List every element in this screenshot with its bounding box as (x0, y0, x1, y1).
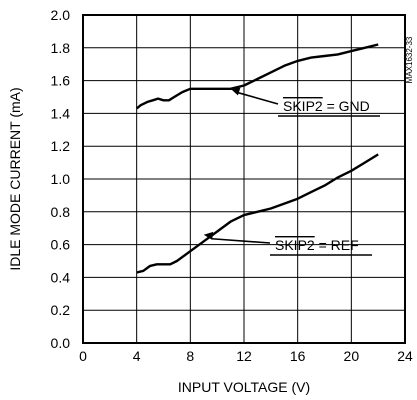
annotation-label: SKIP2 = REF (275, 237, 359, 253)
y-tick-label: 0.4 (51, 269, 71, 285)
x-tick-label: 4 (133, 348, 141, 364)
y-axis-label: IDLE MODE CURRENT (mA) (7, 87, 23, 270)
annotation-arrowhead (203, 231, 214, 240)
series-line-gnd (135, 43, 379, 110)
x-axis-label: INPUT VOLTAGE (V) (178, 379, 310, 395)
y-tick-label: 1.6 (51, 73, 71, 89)
x-tick-label: 24 (397, 348, 413, 364)
y-tick-label: 0.8 (51, 204, 71, 220)
y-tick-label: 1.4 (51, 105, 71, 121)
x-tick-label: 0 (79, 348, 87, 364)
y-tick-label: 0.0 (51, 335, 71, 351)
series-lines (135, 43, 379, 274)
series-line-ref (136, 153, 379, 274)
x-tick-label: 16 (290, 348, 306, 364)
annotation-leader (211, 237, 271, 244)
y-tick-label: 1.8 (51, 40, 71, 56)
y-tick-label: 2.0 (51, 7, 71, 23)
x-tick-label: 12 (236, 348, 252, 364)
y-tick-label: 1.0 (51, 171, 71, 187)
y-tick-label: 1.2 (51, 138, 71, 154)
annotation-label: SKIP2 = GND (283, 98, 370, 114)
x-axis-ticks: 0 4 8 12 16 20 24 (79, 348, 413, 364)
annotation-ref: SKIP2 = REF (203, 231, 372, 256)
grid-lines (83, 15, 405, 343)
y-tick-label: 0.2 (51, 302, 71, 318)
annotation-arrowhead (230, 87, 241, 96)
annotation-signal: SKIP2 (283, 98, 323, 114)
annotation-condition: = REF (315, 237, 359, 253)
annotation-gnd: SKIP2 = GND (230, 87, 380, 117)
annotation-leader (238, 92, 279, 105)
x-tick-label: 8 (186, 348, 194, 364)
annotation-signal: SKIP2 (275, 237, 315, 253)
y-tick-label: 0.6 (51, 237, 71, 253)
annotation-condition: = GND (323, 98, 370, 114)
x-tick-label: 20 (344, 348, 360, 364)
figure-code: MAX1632-33 (405, 36, 414, 83)
y-axis-ticks: 0.0 0.2 0.4 0.6 0.8 1.0 1.2 1.4 1.6 1.8 2.0 (51, 7, 71, 351)
